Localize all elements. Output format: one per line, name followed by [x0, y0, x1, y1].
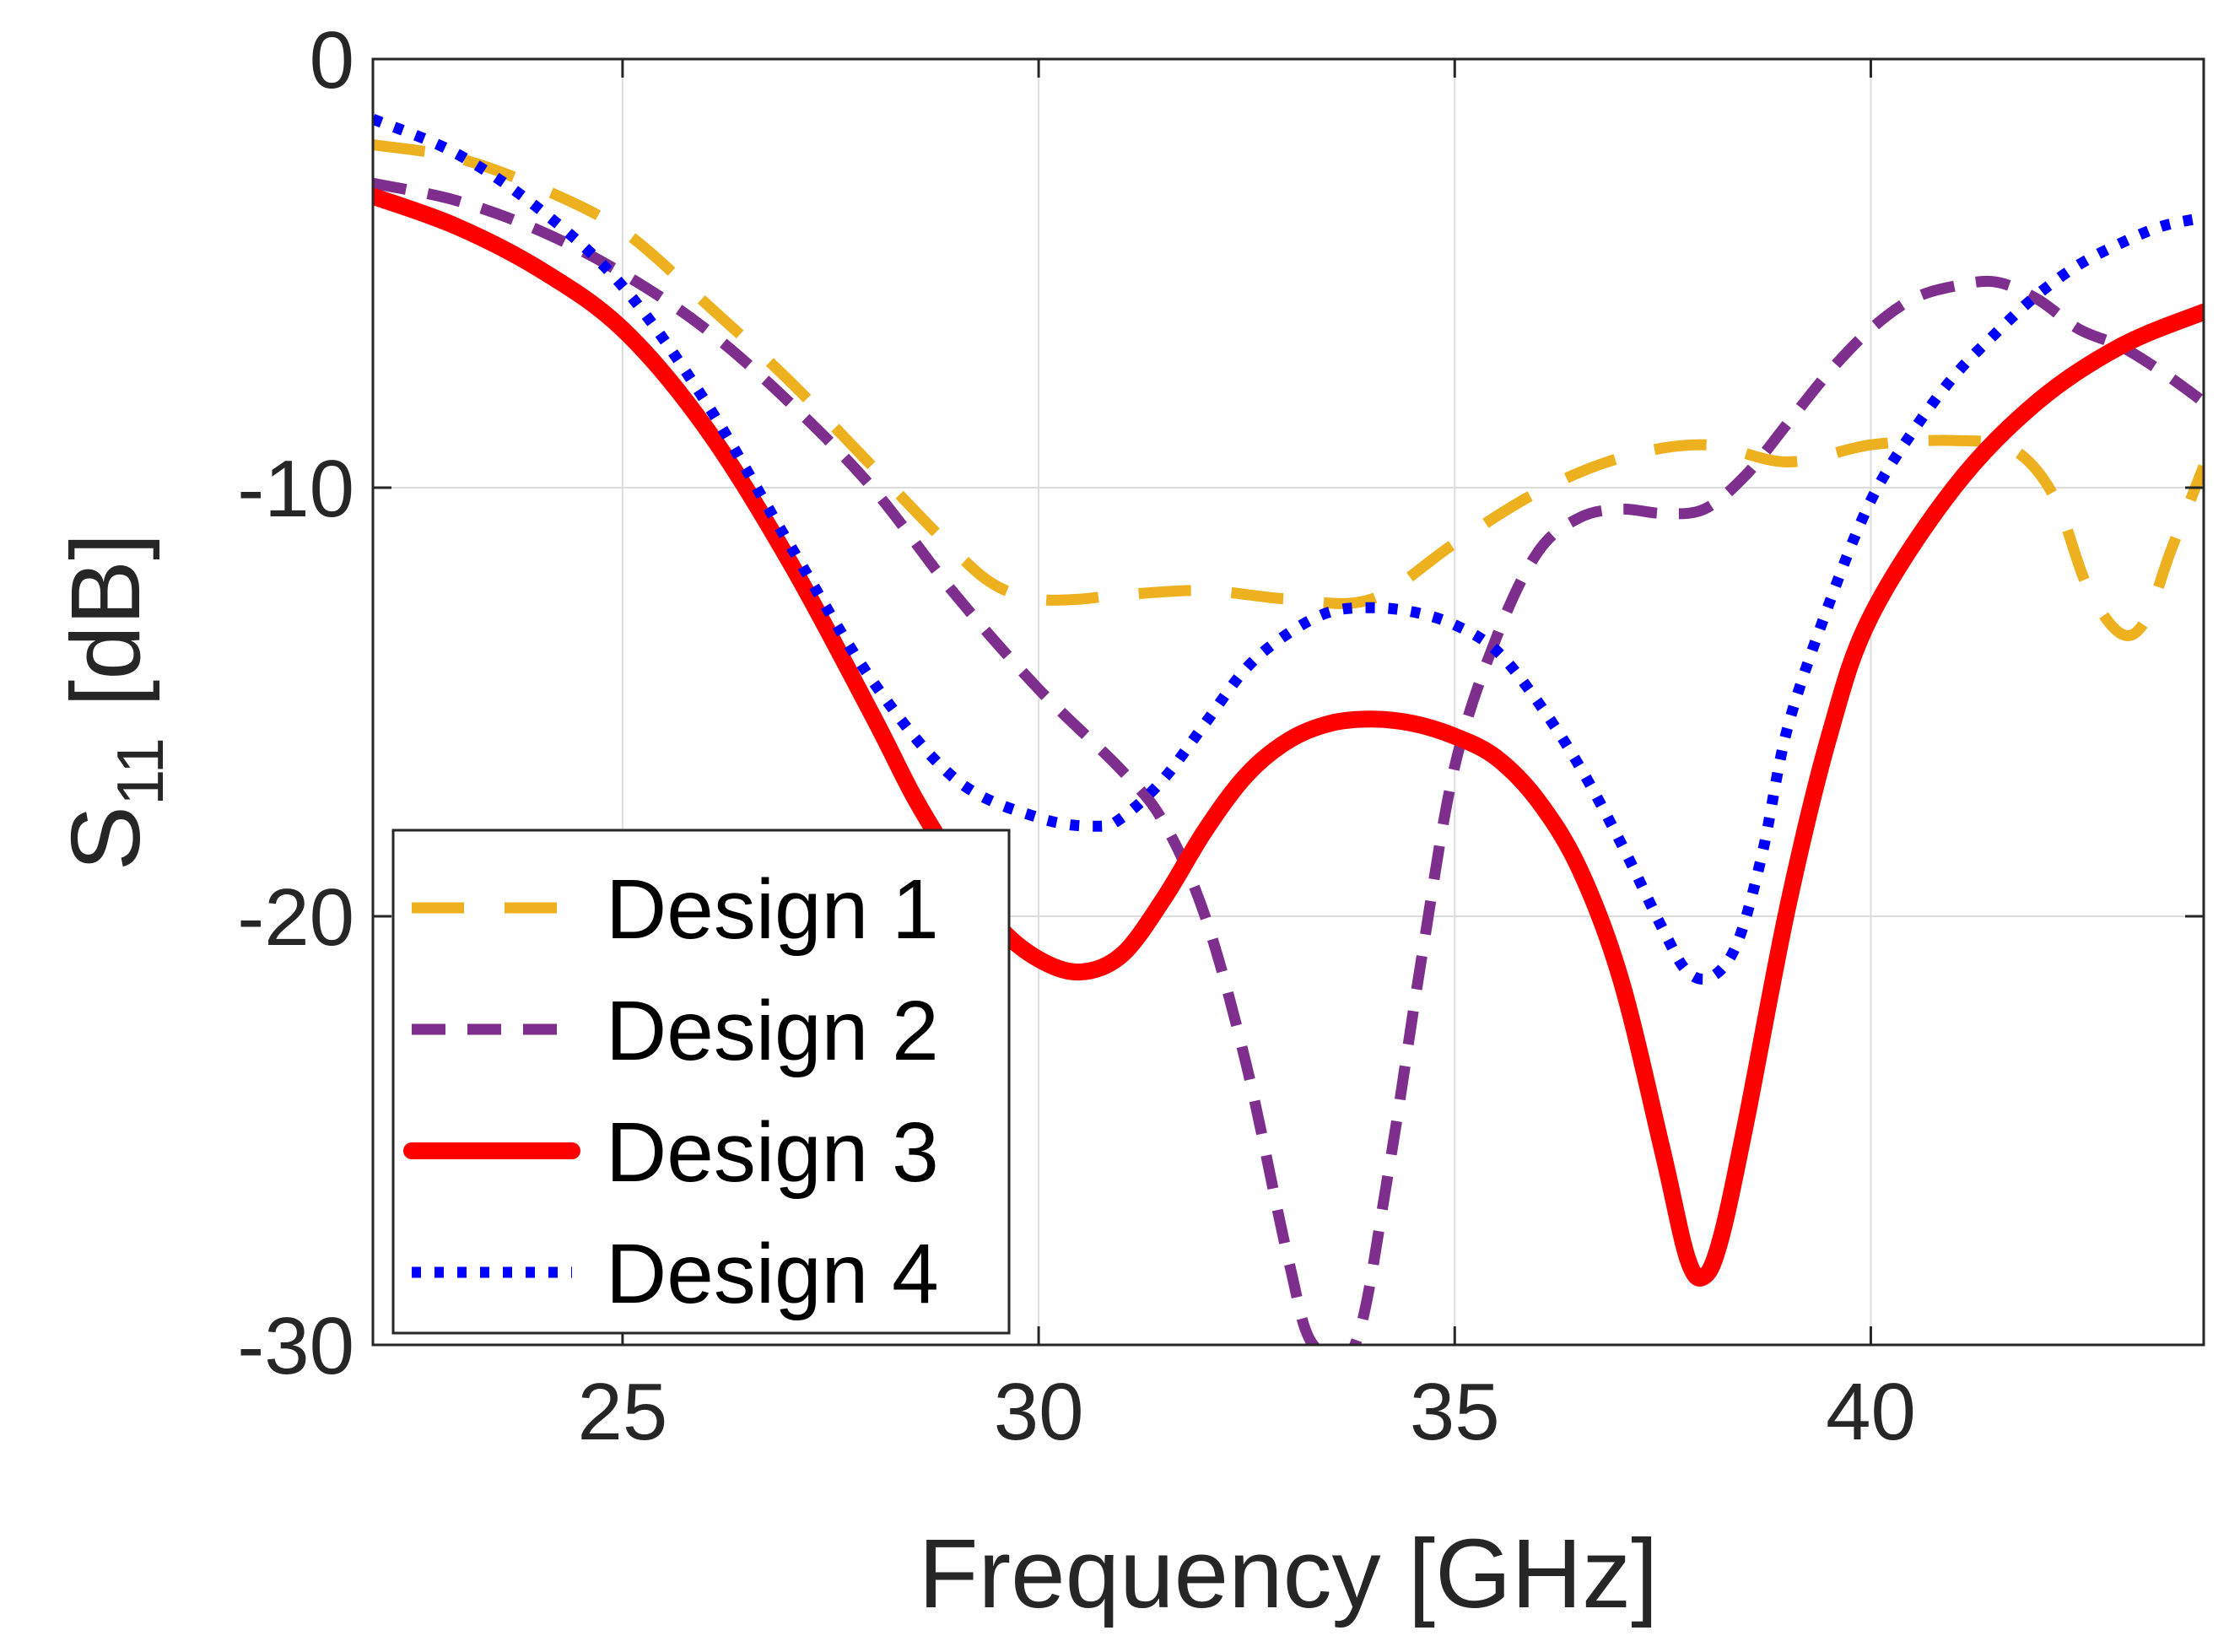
series-line-design-1: [373, 139, 2204, 641]
x-tick-label: 25: [578, 1367, 668, 1457]
series-line-design-2: [373, 177, 2204, 1345]
plot-area-frame: [371, 57, 2205, 1347]
y-axis-label-subscript: 11: [103, 737, 177, 806]
y-tick-label: -30: [237, 1301, 354, 1391]
y-tick-label: 0: [310, 15, 354, 105]
y-axis-label-unit: [dB]: [51, 533, 160, 707]
x-tick-label: 30: [994, 1367, 1084, 1457]
plot-series: [373, 114, 2204, 1345]
y-tick-label: -10: [237, 444, 354, 534]
y-tick-label: -20: [237, 872, 354, 963]
x-axis-label: Frequency [GHz]: [919, 1519, 1659, 1628]
x-tick-label: 40: [1826, 1367, 1916, 1457]
legend-label-design-2: Design 2: [606, 984, 939, 1078]
legend: Design 1 Design 2 Design 3 Design 4: [391, 829, 1011, 1335]
legend-label-design-4: Design 4: [606, 1227, 939, 1321]
legend-label-design-1: Design 1: [606, 862, 939, 957]
series-line-design-3: [373, 187, 2204, 1287]
series-line-design-4: [373, 114, 2204, 985]
axis-ticks: 25 30 35 40 0 -10 -20 -30: [237, 15, 2204, 1457]
legend-box: [391, 829, 1011, 1335]
y-axis-label: S11 [dB]: [51, 533, 177, 872]
x-tick-label: 35: [1410, 1367, 1500, 1457]
legend-label-design-3: Design 3: [606, 1105, 939, 1200]
y-axis-label-base: S: [51, 806, 160, 871]
